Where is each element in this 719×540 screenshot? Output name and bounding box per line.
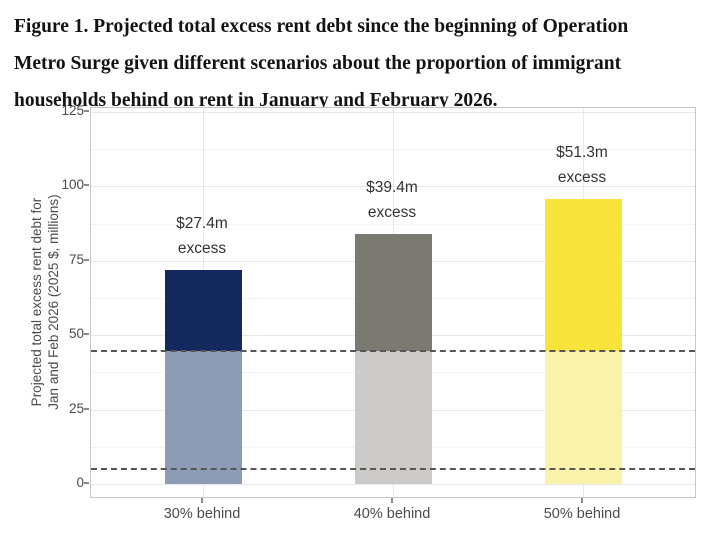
y-tick-label: 25	[68, 400, 84, 416]
y-axis-title-line: Jan and Feb 2026 (2025 $, millions)	[46, 194, 61, 410]
figure-caption-line: households behind on rent in January and…	[14, 90, 498, 111]
y-axis-title-line: Projected total excess rent debt for	[29, 197, 44, 407]
y-tick-mark	[84, 184, 89, 187]
bar-baseline-segment	[164, 351, 242, 484]
x-tick-label: 50% behind	[543, 506, 621, 522]
figure-caption-line: Figure 1. Projected total excess rent de…	[14, 16, 629, 37]
y-tick-label: 0	[76, 475, 84, 490]
reference-line	[91, 350, 695, 353]
bar-baseline-segment	[354, 351, 432, 484]
y-tick-label: 75	[68, 251, 84, 267]
bar-excess-segment	[354, 234, 432, 352]
bar-excess-segment	[164, 269, 242, 352]
bar-excess-segment	[544, 198, 622, 352]
y-axis-title: Projected total excess rent debt for Jan…	[28, 107, 62, 498]
y-tick-label: 125	[61, 103, 84, 118]
reference-line	[91, 468, 695, 471]
y-tick-mark	[84, 482, 89, 484]
x-tick-label: 30% behind	[163, 506, 241, 522]
y-tick-mark	[84, 110, 89, 112]
annotation-word: excess	[557, 168, 607, 186]
annotation-word: excess	[367, 204, 417, 222]
x-tick-mark	[201, 498, 203, 503]
x-tick-label: 40% behind	[353, 506, 431, 522]
bar-baseline-segment	[544, 351, 622, 484]
figure-caption: Figure 1. Projected total excess rent de…	[14, 8, 714, 119]
y-tick-label: 50	[68, 326, 84, 342]
plot-panel	[90, 107, 696, 498]
annotation-value: $51.3m	[556, 143, 608, 161]
y-tick-mark	[84, 333, 89, 336]
y-tick-mark	[84, 258, 89, 261]
bar-annotation: $51.3m excess	[512, 140, 652, 190]
annotation-value: $39.4m	[366, 179, 418, 197]
x-tick-mark	[391, 498, 393, 503]
y-tick-label: 100	[61, 177, 84, 193]
x-tick-mark	[581, 498, 583, 503]
annotation-word: excess	[177, 239, 227, 257]
figure-caption-line: Metro Surge given different scenarios ab…	[14, 53, 622, 74]
bar-annotation: $27.4m excess	[132, 211, 272, 261]
annotation-value: $27.4m	[176, 214, 228, 232]
bar-annotation: $39.4m excess	[322, 175, 462, 225]
y-tick-mark	[84, 407, 89, 410]
